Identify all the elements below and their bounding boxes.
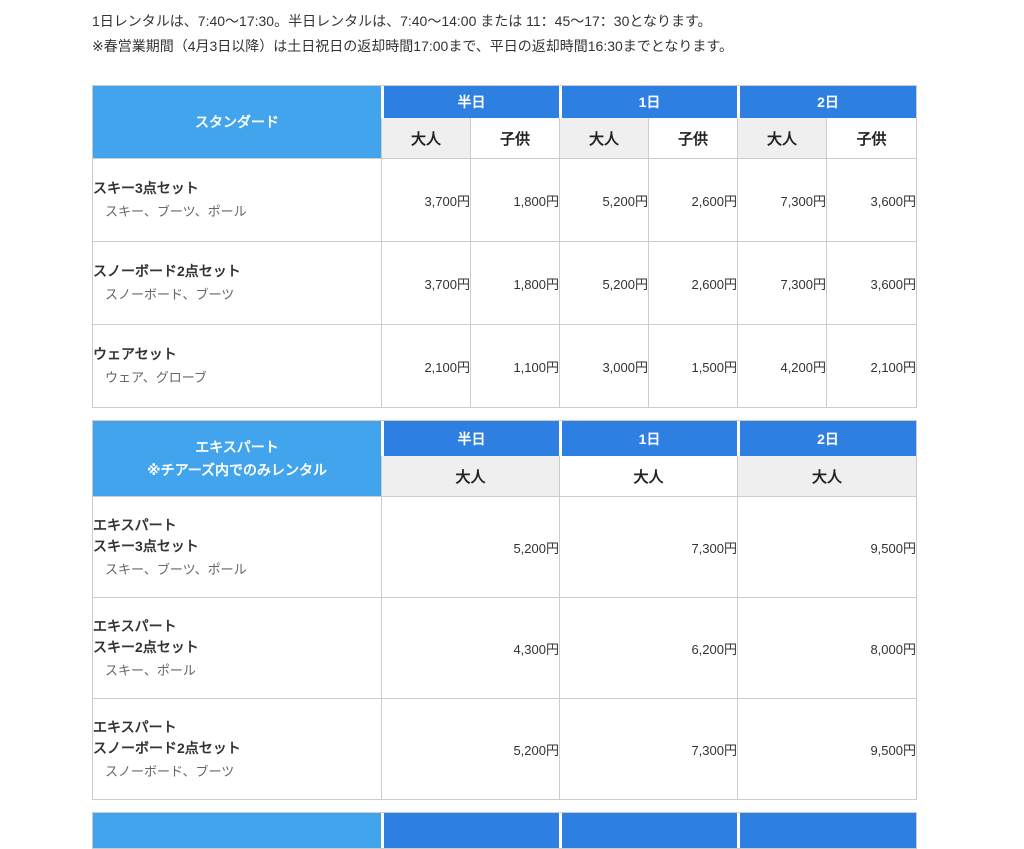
period-header-2day: 2日: [737, 421, 916, 456]
price-cell: 1,500円: [648, 324, 738, 407]
price-cell: 1,100円: [470, 324, 559, 407]
price-cell: 2,600円: [648, 241, 738, 324]
age-header-adult: 大人: [381, 118, 470, 158]
item-name: スキー3点セット: [93, 180, 199, 197]
age-header-row: 大人 大人 大人: [93, 456, 916, 496]
rental-hours-notes: 1日レンタルは、7:40～17:30。半日レンタルは、7:40～14:00 また…: [92, 9, 1024, 59]
table-title-line1: エキスパート: [195, 439, 279, 456]
age-header-adult: 大人: [737, 456, 916, 496]
item-name: ウェアセット: [93, 346, 177, 363]
price-cell: 7,300円: [559, 698, 737, 799]
item-name: スノーボード2点セット: [93, 263, 241, 280]
price-cell: 8,000円: [737, 597, 916, 698]
item-cell: スノーボード2点セット スノーボード、ブーツ: [93, 241, 381, 324]
item-cell: エキスパート スノーボード2点セット スノーボード、ブーツ: [93, 698, 381, 799]
period-header-row: スタンダード 半日 1日 2日: [93, 86, 917, 158]
item-desc: スキー、ブーツ、ポール: [105, 561, 247, 577]
price-cell: 3,700円: [381, 158, 470, 241]
age-header-row: 大人 子供 大人 子供 大人 子供: [93, 118, 917, 158]
period-header-halfday: [381, 813, 559, 848]
pricing-table-expert: エキスパート ※チアーズ内でのみレンタル 半日 1日 2日 大人 大人 大人 エ…: [92, 420, 917, 800]
table-row-ski-set: スキー3点セット スキー、ブーツ、ポール 3,700円 1,800円 5,200…: [93, 158, 917, 241]
table-row-wear-set: ウェアセット ウェア、グローブ 2,100円 1,100円 3,000円 1,5…: [93, 324, 917, 407]
period-header-1day: [559, 813, 737, 848]
item-cell: スキー3点セット スキー、ブーツ、ポール: [93, 158, 381, 241]
period-header-row: エキスパート ※チアーズ内でのみレンタル 半日 1日 2日: [93, 421, 916, 496]
table-title-expert: エキスパート ※チアーズ内でのみレンタル: [93, 421, 381, 496]
age-header-child: 子供: [648, 118, 738, 158]
period-header-row: [93, 813, 916, 848]
table-row-expert-snowboard2: エキスパート スノーボード2点セット スノーボード、ブーツ 5,200円 7,3…: [93, 698, 916, 799]
item-name-line2: スノーボード2点セット: [93, 739, 241, 756]
item-desc: スキー、ブーツ、ポール: [105, 204, 247, 220]
price-cell: 7,300円: [737, 241, 827, 324]
price-cell: 3,600円: [826, 158, 917, 241]
item-name-line1: エキスパート: [93, 516, 177, 533]
price-cell: 9,500円: [737, 496, 916, 597]
price-cell: 9,500円: [737, 698, 916, 799]
price-cell: 5,200円: [381, 496, 559, 597]
period-header-halfday: 半日: [381, 421, 559, 456]
table-title-line2: ※チアーズ内でのみレンタル: [146, 461, 328, 478]
item-desc: スノーボード、ブーツ: [105, 287, 235, 303]
table-row-snowboard-set: スノーボード2点セット スノーボード、ブーツ 3,700円 1,800円 5,2…: [93, 241, 917, 324]
item-desc: スノーボード、ブーツ: [105, 763, 235, 779]
item-name-line1: エキスパート: [93, 617, 177, 634]
item-cell: ウェアセット ウェア、グローブ: [93, 324, 381, 407]
rental-hours-line: 1日レンタルは、7:40～17:30。半日レンタルは、7:40～14:00 また…: [92, 13, 712, 29]
item-desc: ウェア、グローブ: [105, 370, 207, 386]
period-header-1day: 1日: [559, 421, 737, 456]
age-header-adult: 大人: [559, 456, 737, 496]
item-name-line2: スキー2点セット: [93, 638, 199, 655]
price-cell: 3,000円: [559, 324, 648, 407]
age-header-child: 子供: [470, 118, 559, 158]
period-header-2day: [737, 813, 916, 848]
price-cell: 1,800円: [470, 241, 559, 324]
age-header-adult: 大人: [737, 118, 827, 158]
period-header-2day: 2日: [737, 86, 917, 118]
period-header-halfday: 半日: [381, 86, 559, 118]
pricing-table-cutoff: [92, 812, 917, 849]
item-name-line1: エキスパート: [93, 718, 177, 735]
price-cell: 6,200円: [559, 597, 737, 698]
price-cell: 4,300円: [381, 597, 559, 698]
table-row-expert-ski3: エキスパート スキー3点セット スキー、ブーツ、ポール 5,200円 7,300…: [93, 496, 916, 597]
age-header-child: 子供: [826, 118, 917, 158]
table-title-cutoff: [93, 813, 381, 848]
item-desc: スキー、ポール: [105, 662, 196, 678]
item-name-line2: スキー3点セット: [93, 537, 199, 554]
age-header-adult: 大人: [381, 456, 559, 496]
table-title-standard: スタンダード: [93, 86, 381, 158]
price-cell: 2,600円: [648, 158, 738, 241]
age-header-adult: 大人: [559, 118, 648, 158]
price-cell: 3,600円: [826, 241, 917, 324]
price-cell: 5,200円: [381, 698, 559, 799]
table-row-expert-ski2: エキスパート スキー2点セット スキー、ポール 4,300円 6,200円 8,…: [93, 597, 916, 698]
pricing-table-standard: スタンダード 半日 1日 2日 大人 子供 大人 子供 大人 子供 スキー3点セ…: [92, 85, 918, 408]
price-cell: 5,200円: [559, 158, 648, 241]
item-cell: エキスパート スキー2点セット スキー、ポール: [93, 597, 381, 698]
item-cell: エキスパート スキー3点セット スキー、ブーツ、ポール: [93, 496, 381, 597]
price-cell: 2,100円: [826, 324, 917, 407]
period-header-1day: 1日: [559, 86, 738, 118]
price-cell: 4,200円: [737, 324, 827, 407]
price-cell: 3,700円: [381, 241, 470, 324]
price-cell: 7,300円: [737, 158, 827, 241]
price-cell: 2,100円: [381, 324, 470, 407]
price-cell: 5,200円: [559, 241, 648, 324]
price-cell: 7,300円: [559, 496, 737, 597]
spring-season-note-line: ※春営業期間（4月3日以降）は土日祝日の返却時間17:00まで、平日の返却時間1…: [92, 38, 733, 54]
price-cell: 1,800円: [470, 158, 559, 241]
